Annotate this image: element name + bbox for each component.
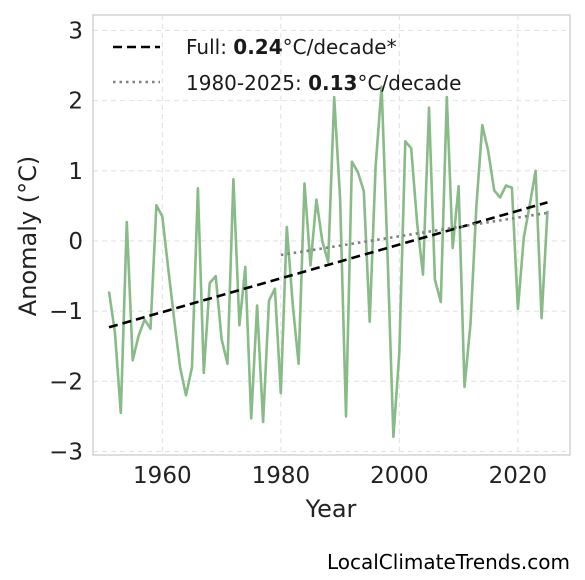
x-axis-label: Year (305, 495, 357, 523)
credit-text: LocalClimateTrends.com (326, 550, 570, 574)
x-tick-label: 1960 (133, 463, 192, 489)
full-trend-line (108, 201, 548, 329)
y-tick-label: −3 (49, 439, 83, 465)
legend: Full: 0.24°C/decade* 1980-2025: 0.13°C/d… (113, 35, 461, 95)
x-tick-label: 1980 (252, 463, 311, 489)
y-tick-label: 0 (68, 229, 83, 255)
series-layer (107, 85, 549, 439)
y-tick-label: 1 (68, 159, 83, 185)
legend-recent-label: 1980-2025: 0.13°C/decade (186, 71, 461, 95)
y-axis-label: Anomaly (°C) (14, 156, 42, 316)
grid-lines (93, 15, 570, 455)
plot-frame (92, 14, 571, 456)
x-axis-ticks: 1960 1980 2000 2020 (133, 463, 547, 489)
anomaly-series-line (107, 85, 549, 439)
legend-full-label: Full: 0.24°C/decade* (186, 35, 397, 59)
y-tick-label: −1 (49, 299, 83, 325)
y-tick-label: 3 (68, 18, 83, 44)
y-tick-label: 2 (68, 89, 83, 115)
x-tick-label: 2000 (370, 463, 429, 489)
y-tick-label: −2 (49, 369, 83, 395)
x-tick-label: 2020 (489, 463, 548, 489)
y-axis-ticks: 3 2 1 0 −1 −2 −3 (49, 18, 83, 465)
trend-layer (108, 201, 548, 329)
